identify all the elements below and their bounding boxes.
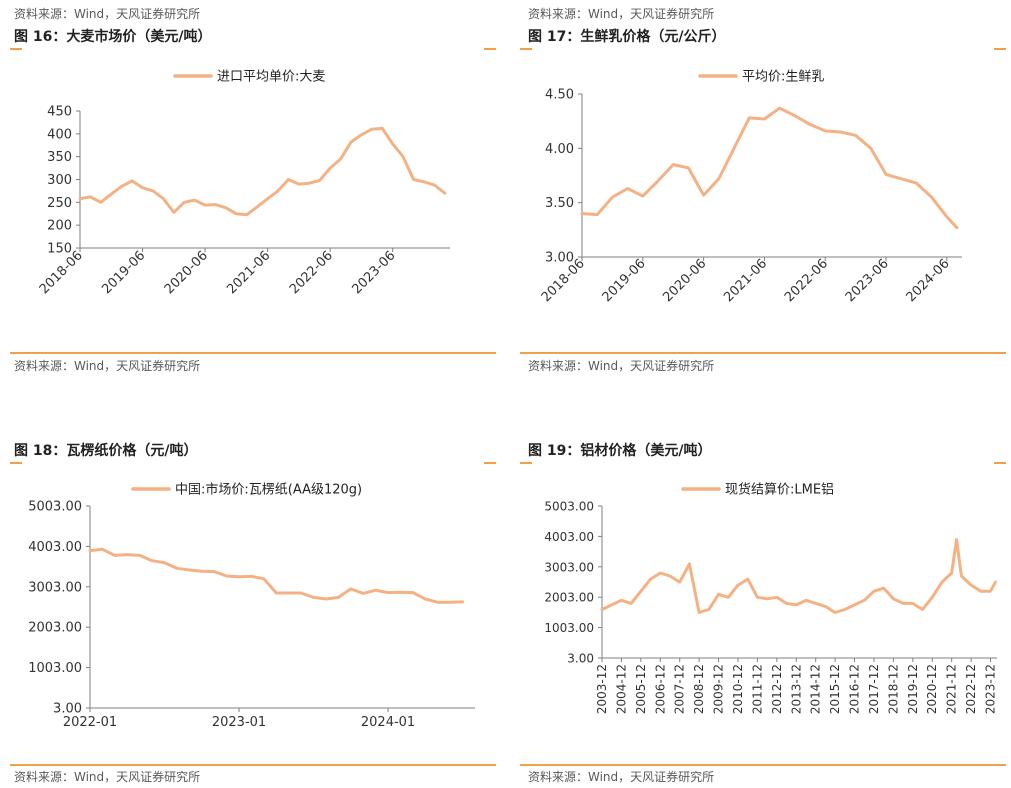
y-tick-label: 3003.00 bbox=[28, 580, 82, 595]
chart-source-19: 资料来源：Wind，天风证券研究所 bbox=[528, 770, 715, 784]
series-line bbox=[78, 126, 447, 217]
x-tick-label: 2019-12 bbox=[906, 664, 920, 714]
x-tick-label: 2019-06 bbox=[600, 256, 649, 305]
series-line bbox=[600, 538, 997, 614]
title-rule-tick bbox=[484, 462, 496, 464]
x-tick-label: 2022-12 bbox=[964, 664, 978, 714]
x-tick-label: 2011-12 bbox=[750, 664, 764, 714]
x-tick-label: 2022-01 bbox=[63, 715, 117, 730]
x-tick-label: 2024-06 bbox=[904, 256, 953, 305]
x-tick-label: 2021-06 bbox=[721, 256, 770, 305]
x-tick-label: 2023-01 bbox=[212, 715, 266, 730]
y-tick-label: 3003.00 bbox=[544, 560, 594, 574]
y-tick-label: 4003.00 bbox=[28, 540, 82, 555]
chart-source-18: 资料来源：Wind，天风证券研究所 bbox=[14, 770, 201, 784]
chart-source-16: 资料来源：Wind，天风证券研究所 bbox=[14, 359, 201, 373]
x-tick-label: 2019-06 bbox=[99, 248, 148, 297]
y-tick-label: 5003.00 bbox=[544, 500, 594, 514]
x-tick-label: 2023-12 bbox=[984, 664, 998, 714]
x-tick-label: 2015-12 bbox=[828, 664, 842, 714]
x-tick-label: 2012-12 bbox=[770, 664, 784, 714]
y-tick-label: 3.50 bbox=[545, 196, 574, 211]
x-tick-label: 2020-06 bbox=[660, 256, 709, 305]
y-tick-label: 1003.00 bbox=[544, 621, 594, 635]
x-tick-label: 2020-12 bbox=[925, 664, 939, 714]
y-tick-label: 4.00 bbox=[545, 142, 574, 157]
x-tick-label: 2018-12 bbox=[886, 664, 900, 714]
y-tick-label: 200 bbox=[47, 219, 72, 234]
y-tick-label: 450 bbox=[47, 105, 72, 120]
x-tick-label: 2010-12 bbox=[731, 664, 745, 714]
chart-title-18: 图 18：瓦楞纸价格（元/吨） bbox=[14, 443, 198, 459]
source-rule bbox=[520, 764, 1006, 766]
title-rule-tick bbox=[10, 462, 22, 464]
title-rule-tick bbox=[994, 462, 1006, 464]
x-tick-label: 2005-12 bbox=[634, 664, 648, 714]
y-tick-label: 2003.00 bbox=[28, 621, 82, 636]
x-tick-label: 2006-12 bbox=[653, 664, 667, 714]
chart-19: 5003.004003.003003.002003.001003.003.002… bbox=[544, 482, 998, 715]
chart-title-16: 图 16：大麦市场价（美元/吨） bbox=[14, 29, 212, 45]
x-tick-label: 2021-12 bbox=[945, 664, 959, 714]
legend-label: 中国:市场价:瓦楞纸(AA级120g) bbox=[175, 482, 362, 498]
legend-label: 平均价:生鲜乳 bbox=[742, 70, 824, 85]
y-tick-label: 1003.00 bbox=[28, 661, 82, 676]
top-source-left: 资料来源：Wind，天风证券研究所 bbox=[14, 7, 201, 21]
x-tick-label: 2003-12 bbox=[595, 664, 609, 714]
x-tick-label: 2022-06 bbox=[287, 248, 336, 297]
legend-label: 进口平均单价:大麦 bbox=[217, 70, 325, 85]
chart-source-17: 资料来源：Wind，天风证券研究所 bbox=[528, 359, 715, 373]
source-rule bbox=[520, 352, 1006, 354]
x-tick-label: 2020-06 bbox=[162, 248, 211, 297]
y-tick-label: 4003.00 bbox=[544, 530, 594, 544]
x-tick-label: 2023-06 bbox=[843, 256, 892, 305]
x-tick-label: 2008-12 bbox=[692, 664, 706, 714]
x-tick-label: 2004-12 bbox=[614, 664, 628, 714]
series-line bbox=[580, 106, 959, 230]
x-tick-label: 2024-01 bbox=[361, 715, 415, 730]
source-rule bbox=[10, 352, 496, 354]
legend-label: 现货结算价:LME铝 bbox=[725, 482, 834, 498]
y-tick-label: 3.00 bbox=[567, 652, 594, 666]
chart-title-17: 图 17：生鲜乳价格（元/公斤） bbox=[528, 29, 726, 45]
title-rule-tick bbox=[520, 462, 532, 464]
x-tick-label: 2021-06 bbox=[224, 248, 273, 297]
y-tick-label: 3.00 bbox=[545, 251, 574, 266]
x-tick-label: 2014-12 bbox=[809, 664, 823, 714]
x-tick-label: 2017-12 bbox=[867, 664, 881, 714]
top-source-right: 资料来源：Wind，天风证券研究所 bbox=[528, 7, 715, 21]
y-tick-label: 5003.00 bbox=[28, 500, 82, 515]
title-rule-tick bbox=[484, 48, 496, 50]
source-rule bbox=[10, 764, 496, 766]
chart-18: 5003.004003.003003.002003.001003.003.002… bbox=[28, 482, 475, 730]
title-rule-tick bbox=[994, 48, 1006, 50]
y-tick-label: 400 bbox=[47, 127, 72, 142]
y-tick-label: 300 bbox=[47, 173, 72, 188]
title-rule-tick bbox=[10, 48, 22, 50]
series-line bbox=[88, 547, 465, 604]
y-tick-label: 4.50 bbox=[545, 88, 574, 103]
title-rule-tick bbox=[520, 48, 532, 50]
x-tick-label: 2013-12 bbox=[789, 664, 803, 714]
x-tick-label: 2016-12 bbox=[848, 664, 862, 714]
x-tick-label: 2022-06 bbox=[782, 256, 831, 305]
y-tick-label: 2003.00 bbox=[544, 591, 594, 605]
x-tick-label: 2023-06 bbox=[349, 248, 398, 297]
x-tick-label: 2007-12 bbox=[673, 664, 687, 714]
y-tick-label: 350 bbox=[47, 150, 72, 165]
y-tick-label: 150 bbox=[47, 242, 72, 257]
x-tick-label: 2009-12 bbox=[712, 664, 726, 714]
y-tick-label: 250 bbox=[47, 196, 72, 211]
chart-title-19: 图 19：铝材价格（美元/吨） bbox=[528, 443, 712, 459]
y-tick-label: 3.00 bbox=[53, 702, 82, 717]
